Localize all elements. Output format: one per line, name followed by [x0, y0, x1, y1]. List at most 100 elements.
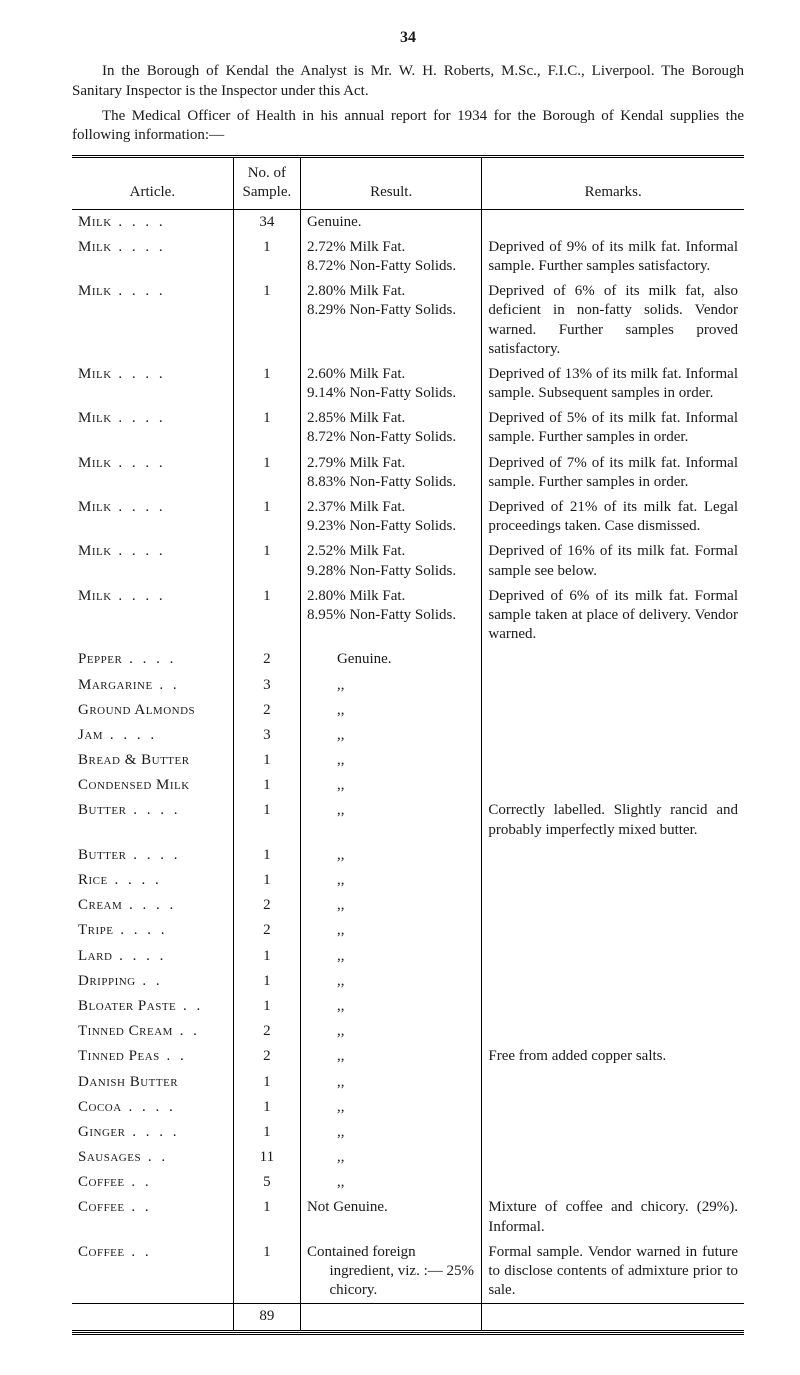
article-name: Coffee [78, 1244, 125, 1260]
table-row: Tinned Peas . .2,,Free from added copper… [72, 1044, 744, 1069]
cell-result: 2.80% Milk Fat.8.95% Non-Fatty Solids. [300, 584, 481, 648]
cell-sample: 1 [233, 868, 300, 893]
result-line: 2.85% Milk Fat. [307, 409, 475, 428]
cell-remarks [482, 647, 744, 672]
cell-article: Bloater Paste . . [72, 994, 233, 1019]
article-name: Tripe [78, 922, 114, 938]
article-name: Dripping [78, 973, 136, 989]
cell-remarks [482, 673, 744, 698]
leader-dots: . . . . [103, 727, 157, 743]
cell-article: Milk . . . . [72, 451, 233, 495]
cell-sample: 1 [233, 1120, 300, 1145]
cell-result: ,, [300, 969, 481, 994]
result-line: 9.28% Non-Fatty Solids. [307, 562, 475, 581]
cell-result: ,, [300, 1019, 481, 1044]
cell-sample: 34 [233, 209, 300, 235]
leader-dots: . . [125, 1244, 152, 1260]
cell-remarks [482, 723, 744, 748]
leader-dots: . . . . [112, 366, 166, 382]
result-line: Genuine. [307, 213, 475, 232]
cell-result: ,, [300, 773, 481, 798]
cell-sample: 3 [233, 673, 300, 698]
cell-result: Genuine. [300, 209, 481, 235]
result-ditto: ,, [307, 922, 345, 938]
article-name: Tinned Cream [78, 1023, 173, 1039]
result-ditto: ,, [307, 752, 345, 768]
article-name: Lard [78, 948, 112, 964]
cell-sample: 1 [233, 969, 300, 994]
article-name: Ground Almonds [78, 702, 195, 718]
cell-result: ,, [300, 1145, 481, 1170]
result-ditto: ,, [307, 1149, 345, 1165]
cell-article: Coffee . . [72, 1195, 233, 1239]
leader-dots: . . . . [126, 802, 180, 818]
leader-dots: . . . . [108, 872, 162, 888]
cell-result: ,, [300, 944, 481, 969]
article-name: Milk [78, 366, 112, 382]
table-row: Milk . . . .12.85% Milk Fat.8.72% Non-Fa… [72, 406, 744, 450]
cell-remarks: Deprived of 5% of its milk fat. Informal… [482, 406, 744, 450]
leader-dots: . . [176, 998, 203, 1014]
cell-remarks [482, 944, 744, 969]
result-ditto: ,, [307, 998, 345, 1014]
tf-article [72, 1304, 233, 1331]
article-name: Milk [78, 499, 112, 515]
cell-remarks: Deprived of 7% of its milk fat. Informal… [482, 451, 744, 495]
article-name: Sausages [78, 1149, 141, 1165]
cell-result: ,, [300, 1095, 481, 1120]
article-name: Margarine [78, 677, 153, 693]
cell-remarks [482, 698, 744, 723]
cell-remarks: Deprived of 13% of its milk fat. Informa… [482, 362, 744, 406]
leader-dots: . . . . [112, 239, 166, 255]
leader-dots: . . . . [122, 897, 176, 913]
cell-remarks: Formal sample. Vendor warned in future t… [482, 1240, 744, 1304]
cell-sample: 1 [233, 748, 300, 773]
leader-dots: . . . . [112, 499, 166, 515]
leader-dots: . . . . [112, 948, 166, 964]
article-name: Coffee [78, 1174, 125, 1190]
result-line: Not Genuine. [307, 1198, 475, 1217]
cell-article: Cream . . . . [72, 893, 233, 918]
cell-remarks [482, 969, 744, 994]
cell-remarks [482, 1145, 744, 1170]
table-row: Condensed Milk1,, [72, 773, 744, 798]
result-line: 8.95% Non-Fatty Solids. [307, 606, 475, 625]
cell-sample: 1 [233, 539, 300, 583]
page: 34 In the Borough of Kendal the Analyst … [0, 0, 800, 1375]
cell-result: ,, [300, 748, 481, 773]
table-row: Butter . . . .1,,Correctly labelled. Sli… [72, 798, 744, 842]
cell-result: ,, [300, 868, 481, 893]
cell-article: Danish Butter [72, 1070, 233, 1095]
cell-article: Milk . . . . [72, 406, 233, 450]
cell-sample: 2 [233, 1044, 300, 1069]
result-line: 8.72% Non-Fatty Solids. [307, 257, 475, 276]
cell-article: Tinned Peas . . [72, 1044, 233, 1069]
cell-article: Milk . . . . [72, 235, 233, 279]
result-ditto: ,, [307, 777, 345, 793]
cell-sample: 5 [233, 1170, 300, 1195]
table-header-row: Article. No. of Sample. Result. Remarks. [72, 157, 744, 209]
result-ditto: ,, [307, 973, 345, 989]
cell-remarks [482, 1095, 744, 1120]
cell-result: 2.72% Milk Fat.8.72% Non-Fatty Solids. [300, 235, 481, 279]
cell-sample: 3 [233, 723, 300, 748]
cell-sample: 1 [233, 451, 300, 495]
result-line: 2.80% Milk Fat. [307, 282, 475, 301]
result-line: 2.37% Milk Fat. [307, 498, 475, 517]
cell-article: Milk . . . . [72, 209, 233, 235]
article-name: Butter [78, 847, 126, 863]
cell-article: Coffee . . [72, 1240, 233, 1304]
leader-dots: . . . . [114, 922, 168, 938]
table-row: Cream . . . .2,, [72, 893, 744, 918]
result-ditto: ,, [307, 1174, 345, 1190]
cell-result: ,, [300, 698, 481, 723]
leader-dots: . . . . [125, 1124, 179, 1140]
cell-article: Tripe . . . . [72, 918, 233, 943]
intro-para-1: In the Borough of Kendal the Analyst is … [72, 62, 744, 100]
analysis-table: Article. No. of Sample. Result. Remarks.… [72, 155, 744, 1334]
th-sample: No. of Sample. [233, 157, 300, 209]
cell-remarks [482, 773, 744, 798]
tf-total: 89 [233, 1304, 300, 1331]
cell-remarks [482, 843, 744, 868]
result-ditto: ,, [307, 948, 345, 964]
